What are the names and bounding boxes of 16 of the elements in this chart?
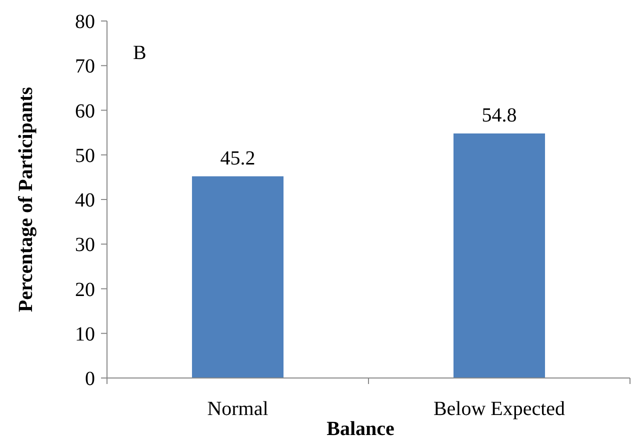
annotation: B — [133, 42, 146, 64]
y-tick-label: 20 — [75, 278, 95, 301]
data-label: 45.2 — [220, 147, 256, 170]
y-tick-label: 80 — [75, 11, 95, 33]
x-tick-label: Below Expected — [433, 398, 566, 420]
x-axis-title: Balance — [326, 418, 395, 440]
y-axis-title: Percentage of Participants — [15, 86, 37, 312]
y-tick-label: 40 — [75, 190, 95, 212]
y-tick-label: 60 — [75, 100, 95, 122]
y-tick-label: 10 — [75, 323, 95, 346]
x-tick-label: Normal — [207, 398, 269, 420]
y-tick-label: 30 — [75, 234, 95, 256]
y-tick-label: 0 — [85, 368, 95, 390]
y-tick-label: 50 — [75, 144, 95, 167]
y-tick-label: 70 — [75, 56, 95, 78]
data-label: 54.8 — [482, 104, 517, 126]
